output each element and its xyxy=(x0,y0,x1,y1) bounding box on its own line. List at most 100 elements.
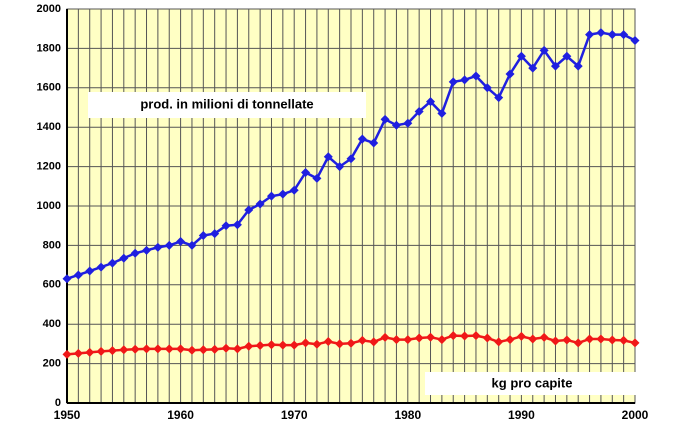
y-tick-label: 2000 xyxy=(37,3,61,15)
data-point xyxy=(369,337,379,347)
data-point xyxy=(596,28,606,38)
data-point xyxy=(323,152,333,162)
data-point xyxy=(232,220,242,230)
data-point xyxy=(619,335,629,345)
data-point xyxy=(505,335,515,345)
data-point xyxy=(130,344,140,354)
data-point xyxy=(187,345,197,355)
data-point xyxy=(460,331,470,341)
data-point xyxy=(85,347,95,357)
x-tick-label: 1950 xyxy=(54,408,81,422)
data-point xyxy=(289,185,299,195)
data-point xyxy=(391,120,401,130)
data-point xyxy=(335,339,345,349)
data-point xyxy=(585,334,595,344)
data-point xyxy=(607,335,617,345)
data-point xyxy=(142,344,152,354)
data-point xyxy=(176,236,186,246)
data-point xyxy=(312,173,322,183)
data-point xyxy=(596,334,606,344)
data-point xyxy=(255,340,265,350)
data-point xyxy=(153,242,163,252)
legend-box xyxy=(425,372,640,395)
y-tick-label: 1600 xyxy=(37,82,61,94)
data-point xyxy=(119,253,129,263)
data-point xyxy=(607,30,617,40)
data-point xyxy=(494,93,504,103)
data-point xyxy=(573,61,583,71)
data-point xyxy=(107,346,117,356)
data-point xyxy=(539,45,549,55)
data-point xyxy=(426,97,436,107)
data-point xyxy=(176,344,186,354)
data-point xyxy=(437,335,447,345)
data-point xyxy=(448,331,458,341)
y-tick-label: 1000 xyxy=(37,200,61,212)
y-tick-label: 1200 xyxy=(37,161,61,173)
x-tick-label: 1970 xyxy=(281,408,308,422)
data-point xyxy=(630,338,640,348)
data-point xyxy=(62,274,72,284)
data-point xyxy=(380,114,390,124)
data-point xyxy=(119,345,129,355)
data-point xyxy=(414,333,424,343)
legend-label: kg pro capite xyxy=(492,375,573,390)
data-point xyxy=(85,266,95,276)
data-point xyxy=(198,345,208,355)
data-point xyxy=(301,168,311,178)
data-point xyxy=(301,338,311,348)
data-point xyxy=(221,221,231,231)
data-point xyxy=(403,118,413,128)
data-point xyxy=(426,332,436,342)
data-point xyxy=(346,338,356,348)
data-point xyxy=(198,231,208,241)
data-point xyxy=(164,240,174,250)
data-point xyxy=(221,343,231,353)
data-point xyxy=(323,337,333,347)
data-point xyxy=(494,337,504,347)
data-point xyxy=(289,340,299,350)
data-point xyxy=(471,331,481,341)
data-point xyxy=(539,332,549,342)
data-point xyxy=(460,75,470,85)
data-point xyxy=(380,332,390,342)
data-point xyxy=(630,36,640,46)
data-point xyxy=(130,248,140,258)
data-point xyxy=(210,229,220,239)
data-point xyxy=(153,344,163,354)
data-point xyxy=(278,189,288,199)
data-point xyxy=(266,340,276,350)
data-point xyxy=(448,77,458,87)
data-point xyxy=(562,335,572,345)
data-point xyxy=(278,340,288,350)
data-point xyxy=(505,69,515,79)
data-point xyxy=(619,30,629,40)
data-point xyxy=(96,346,106,356)
data-point xyxy=(528,63,538,73)
y-tick-label: 800 xyxy=(43,239,61,251)
data-point xyxy=(357,335,367,345)
data-point xyxy=(266,191,276,201)
data-point xyxy=(357,134,367,144)
legend-label: prod. in milioni di tonnellate xyxy=(140,96,313,111)
data-point xyxy=(164,344,174,354)
data-point xyxy=(210,344,220,354)
data-point xyxy=(244,205,254,215)
data-point xyxy=(346,154,356,164)
data-point xyxy=(73,348,83,358)
data-point xyxy=(437,108,447,118)
legend-box xyxy=(88,92,366,118)
data-point xyxy=(232,344,242,354)
y-tick-label: 200 xyxy=(43,358,61,370)
data-point xyxy=(550,336,560,346)
data-point xyxy=(187,240,197,250)
data-point xyxy=(96,262,106,272)
data-point xyxy=(482,83,492,93)
y-tick-label: 0 xyxy=(55,397,61,409)
x-tick-label: 2000 xyxy=(622,408,649,422)
data-point xyxy=(369,138,379,148)
data-point xyxy=(255,199,265,209)
data-point xyxy=(471,71,481,81)
data-point xyxy=(562,51,572,61)
data-point xyxy=(573,338,583,348)
